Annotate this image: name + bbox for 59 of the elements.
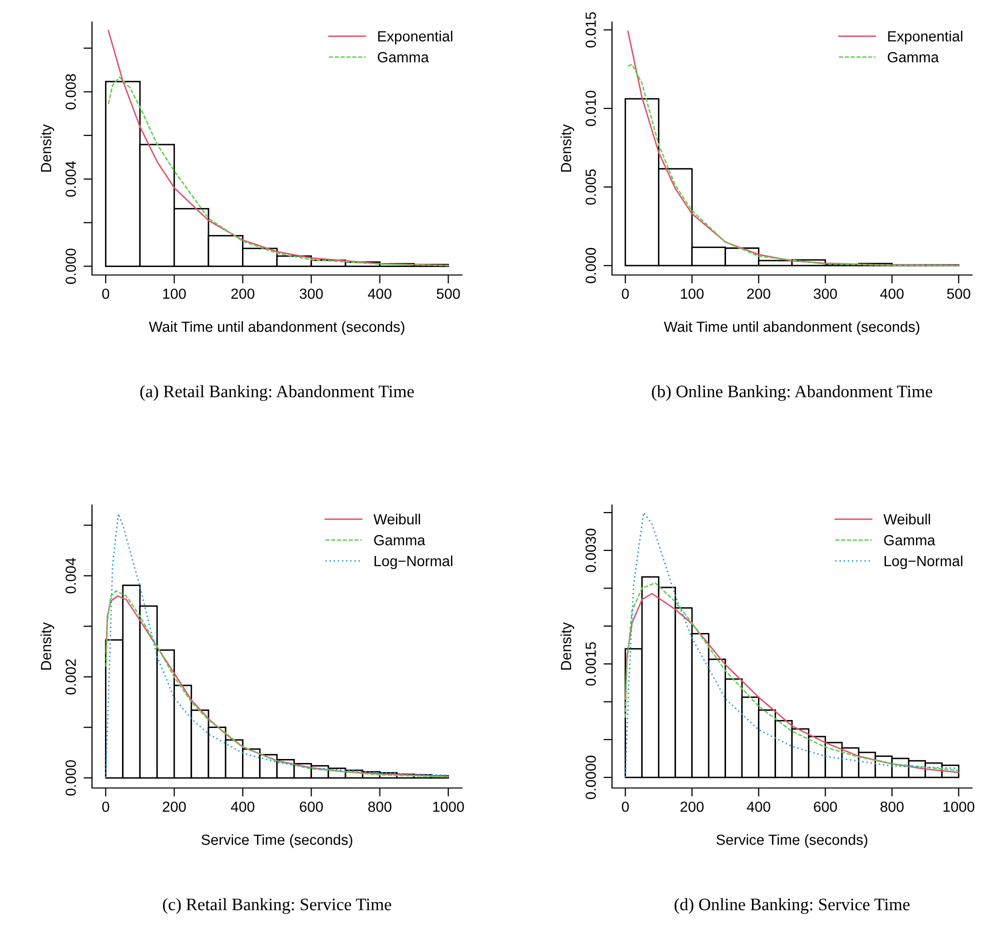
- x-tick-label: 100: [163, 288, 186, 299]
- text: (a) Retail Banking: Abandonment Time: [140, 385, 414, 401]
- legend-label: Gamma: [378, 52, 429, 62]
- y-tick-label: 0.000: [66, 248, 76, 284]
- x-tick-label: 1000: [433, 802, 464, 812]
- text: (d) Online Banking: Service Time: [674, 898, 910, 914]
- x-tick-label: 400: [880, 288, 904, 299]
- x-tick-label: 600: [300, 802, 323, 812]
- y-axis-title: Density: [560, 124, 574, 172]
- legend-label: Exponential: [888, 30, 962, 44]
- y-tick-label: 0.004: [66, 558, 76, 594]
- x-tick-label: 400: [368, 288, 392, 299]
- y-tick-label: 0.002: [66, 659, 76, 694]
- x-tick-label: 100: [680, 288, 704, 299]
- legend-label: Gamma: [884, 535, 936, 546]
- x-tick-label: 200: [162, 802, 186, 812]
- x-axis-title: Service Time (seconds): [716, 834, 868, 848]
- x-tick-label: 400: [230, 802, 254, 812]
- legend-label: Log−Normal: [374, 556, 452, 570]
- x-tick-label: 500: [947, 288, 970, 299]
- y-axis-title: Density: [560, 622, 574, 670]
- x-tick-label: 400: [746, 802, 770, 812]
- y-tick-label: 0.008: [66, 74, 76, 110]
- x-tick-label: 200: [680, 802, 704, 812]
- legend-label: Log−Normal: [884, 556, 962, 570]
- text: (b) Online Banking: Abandonment Time: [652, 385, 932, 401]
- y-tick-label: 0.010: [586, 90, 596, 126]
- x-tick-label: 800: [880, 802, 904, 812]
- x-axis-title: Wait Time until abandonment (seconds): [148, 321, 404, 335]
- y-tick-label: 0.000: [66, 760, 76, 796]
- y-tick-label: 0.0015: [586, 642, 596, 686]
- text: 0.0000: [586, 756, 596, 800]
- legend-label: Gamma: [374, 535, 426, 546]
- x-tick-label: 0: [102, 802, 110, 812]
- text: (c) Retail Banking: Service Time: [162, 898, 392, 914]
- y-tick-label: 0.000: [586, 248, 596, 284]
- x-tick-label: 800: [368, 802, 392, 812]
- x-tick-label: 200: [231, 288, 254, 299]
- x-tick-label: 600: [814, 802, 837, 812]
- x-tick-label: 1000: [944, 802, 974, 812]
- y-axis-title: Density: [40, 124, 54, 172]
- y-axis-title: Density: [40, 622, 54, 670]
- x-tick-label: 300: [300, 288, 323, 299]
- legend-label: Weibull: [373, 514, 420, 524]
- x-tick-label: 0: [102, 288, 110, 299]
- x-tick-label: 200: [747, 288, 770, 299]
- y-tick-label: 0.004: [66, 161, 76, 197]
- x-tick-label: 300: [814, 288, 837, 299]
- x-axis-title: Wait Time until abandonment (seconds): [664, 321, 920, 335]
- y-tick-label: 0.0030: [586, 528, 596, 572]
- x-tick-label: 500: [436, 288, 460, 299]
- y-tick-label: 0.005: [586, 169, 596, 205]
- y-tick-label: 0.015: [586, 12, 596, 48]
- x-axis-title: Service Time (seconds): [201, 834, 352, 848]
- legend-label: Weibull: [883, 514, 930, 524]
- legend-label: Exponential: [378, 30, 452, 44]
- x-tick-label: 0: [622, 288, 629, 299]
- x-tick-label: 0: [622, 802, 629, 812]
- legend-label: Gamma: [888, 52, 939, 62]
